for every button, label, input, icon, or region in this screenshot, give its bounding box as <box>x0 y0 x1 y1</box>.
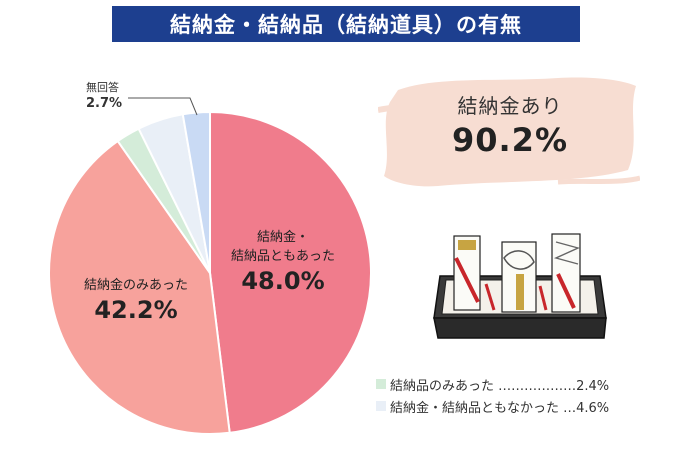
pie-slice-1 <box>48 139 231 435</box>
legend-swatch-goods-only <box>376 379 386 389</box>
no-answer-pct: 2.7% <box>86 96 123 111</box>
money-only-name: 結納金のみあった <box>83 278 188 293</box>
slice-label-no-answer: 無回答 2.7% <box>86 80 122 112</box>
callout-label: 結納金あり <box>457 94 563 118</box>
callout: 結納金あり 90.2% <box>390 90 630 159</box>
yuino-gift-tray-illustration <box>433 233 607 339</box>
slice-label-both: 結納金・ 結納品ともあった 48.0% <box>218 228 348 296</box>
slice-label-money-only: 結納金のみあった 42.2% <box>66 276 206 325</box>
callout-brush-background <box>378 77 640 187</box>
chart-title: 結納金・結納品（結納道具）の有無 <box>170 13 522 37</box>
pie-slice-0 <box>209 110 373 434</box>
both-pct: 48.0% <box>241 267 325 295</box>
legend-swatch-neither <box>376 401 386 411</box>
title-bar: 結納金・結納品（結納道具）の有無 <box>112 6 580 42</box>
legend: 結納品のみあった ………………2.4% 結納金・結納品ともなかった …4.6% <box>376 373 609 417</box>
money-only-pct: 42.2% <box>94 296 178 324</box>
legend-item-neither: 結納金・結納品ともなかった …4.6% <box>376 395 609 417</box>
no-answer-name: 無回答 <box>86 81 119 94</box>
legend-text-goods-only: 結納品のみあった ………………2.4% <box>390 378 610 394</box>
legend-text-neither: 結納金・結納品ともなかった …4.6% <box>390 400 610 416</box>
no-answer-leader-line <box>128 97 198 116</box>
callout-value: 90.2% <box>451 121 568 159</box>
legend-item-goods-only: 結納品のみあった ………………2.4% <box>376 373 609 395</box>
both-name: 結納金・ 結納品ともあった <box>230 230 335 264</box>
